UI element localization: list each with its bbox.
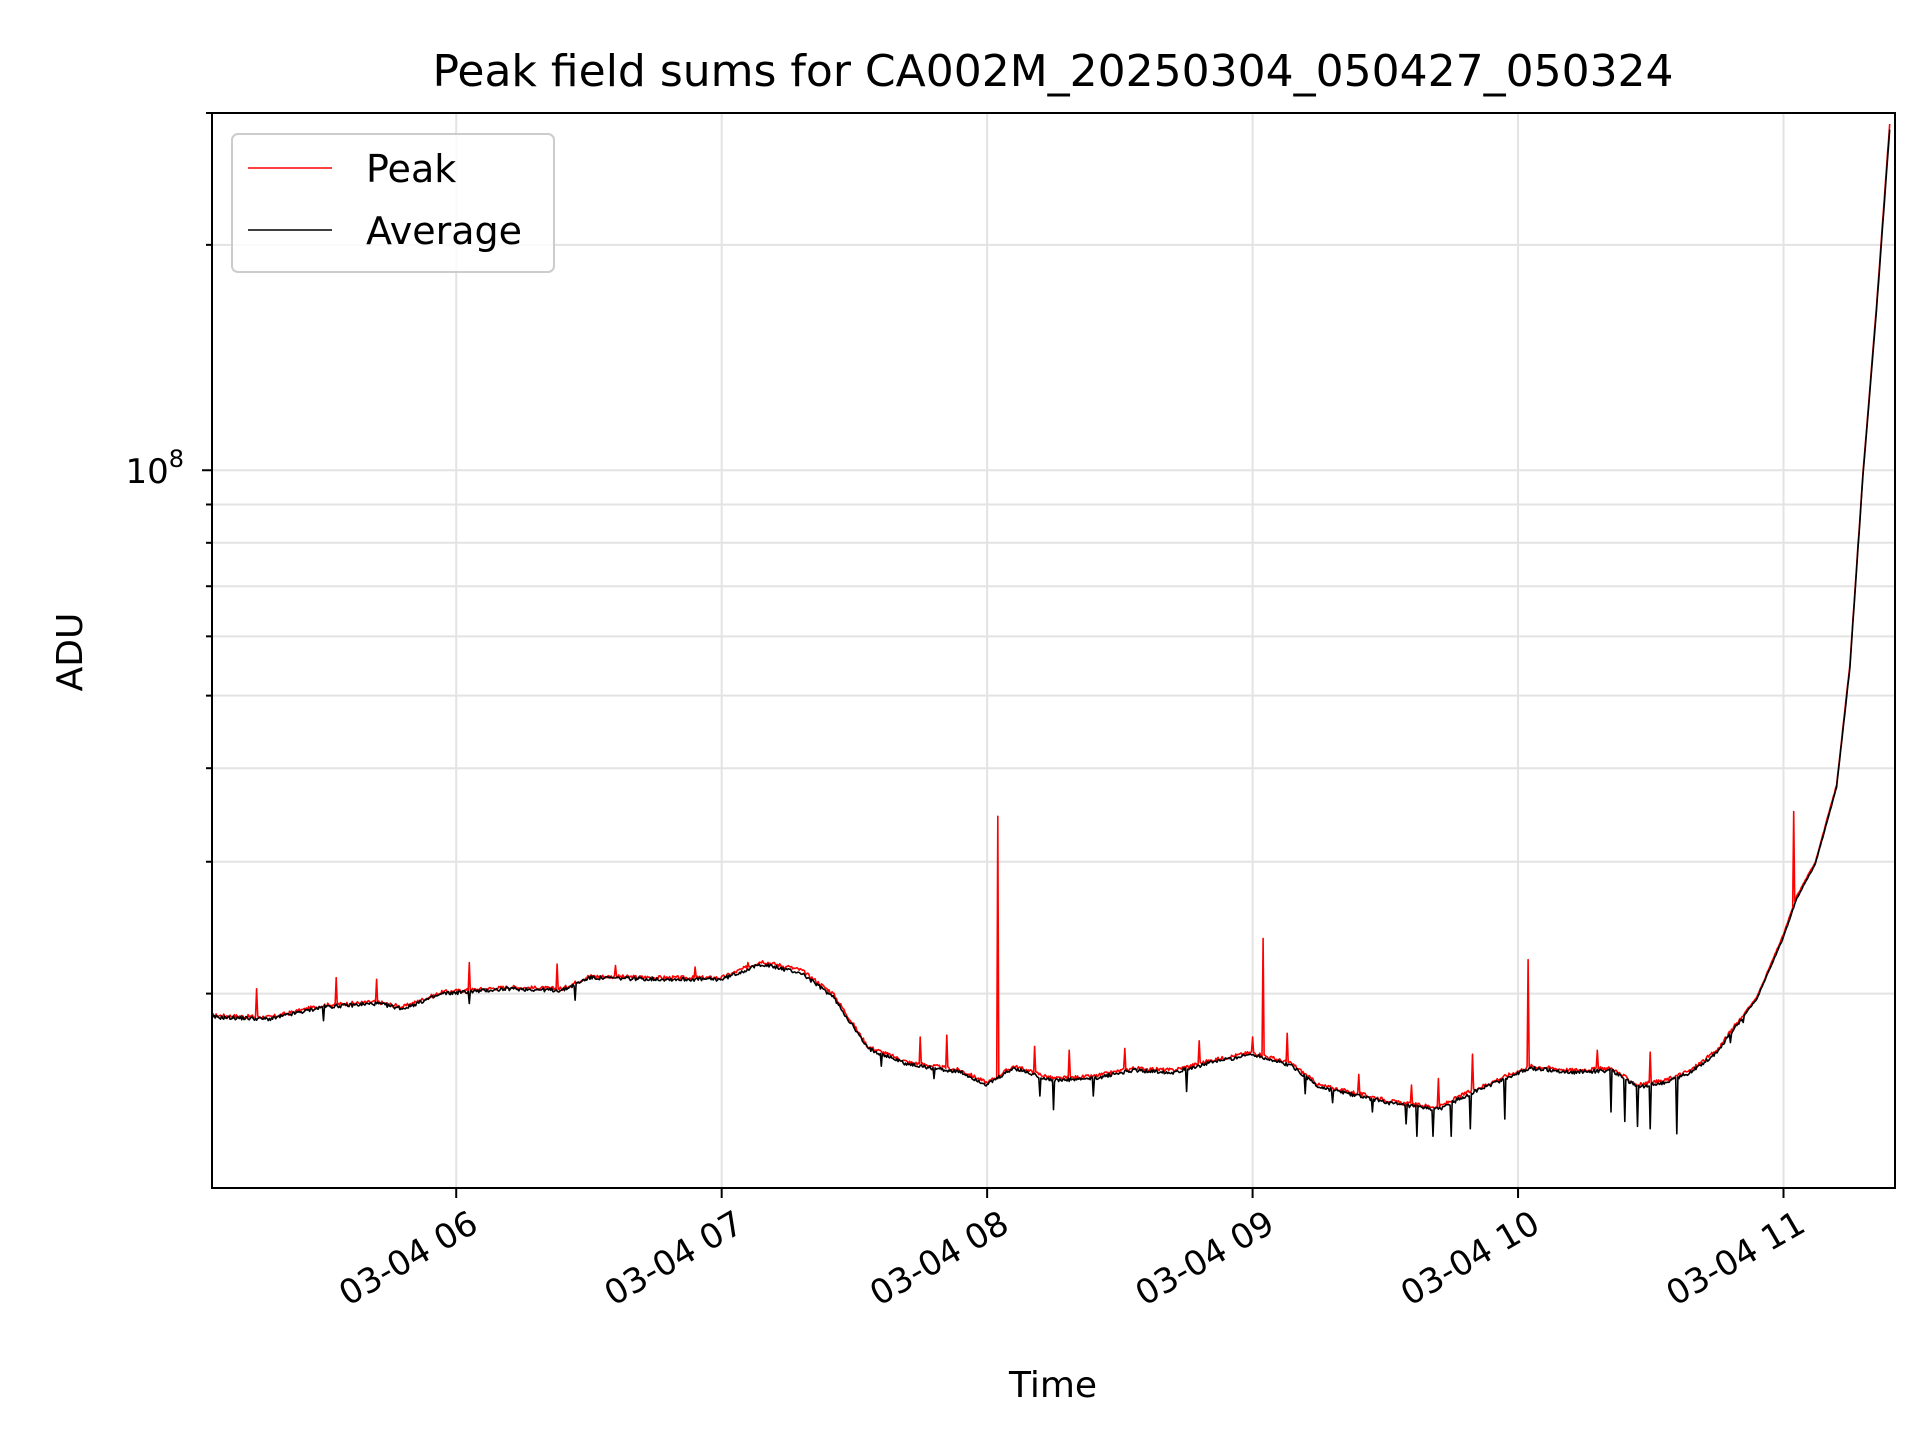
chart-title: Peak field sums for CA002M_20250304_0504… <box>432 46 1673 97</box>
y-tick-label: 108 <box>125 445 184 492</box>
series-line-average <box>212 129 1891 1137</box>
x-axis-label: Time <box>1008 1365 1097 1406</box>
plot-frame <box>211 112 1896 1189</box>
grid <box>212 112 1895 1188</box>
legend-label-peak: Peak <box>366 147 456 191</box>
y-axis-label: ADU <box>50 613 91 692</box>
series-layer <box>212 123 1891 1137</box>
series-line-peak <box>212 123 1891 1110</box>
legend: Peak Average <box>231 133 555 273</box>
legend-label-average: Average <box>366 209 522 253</box>
